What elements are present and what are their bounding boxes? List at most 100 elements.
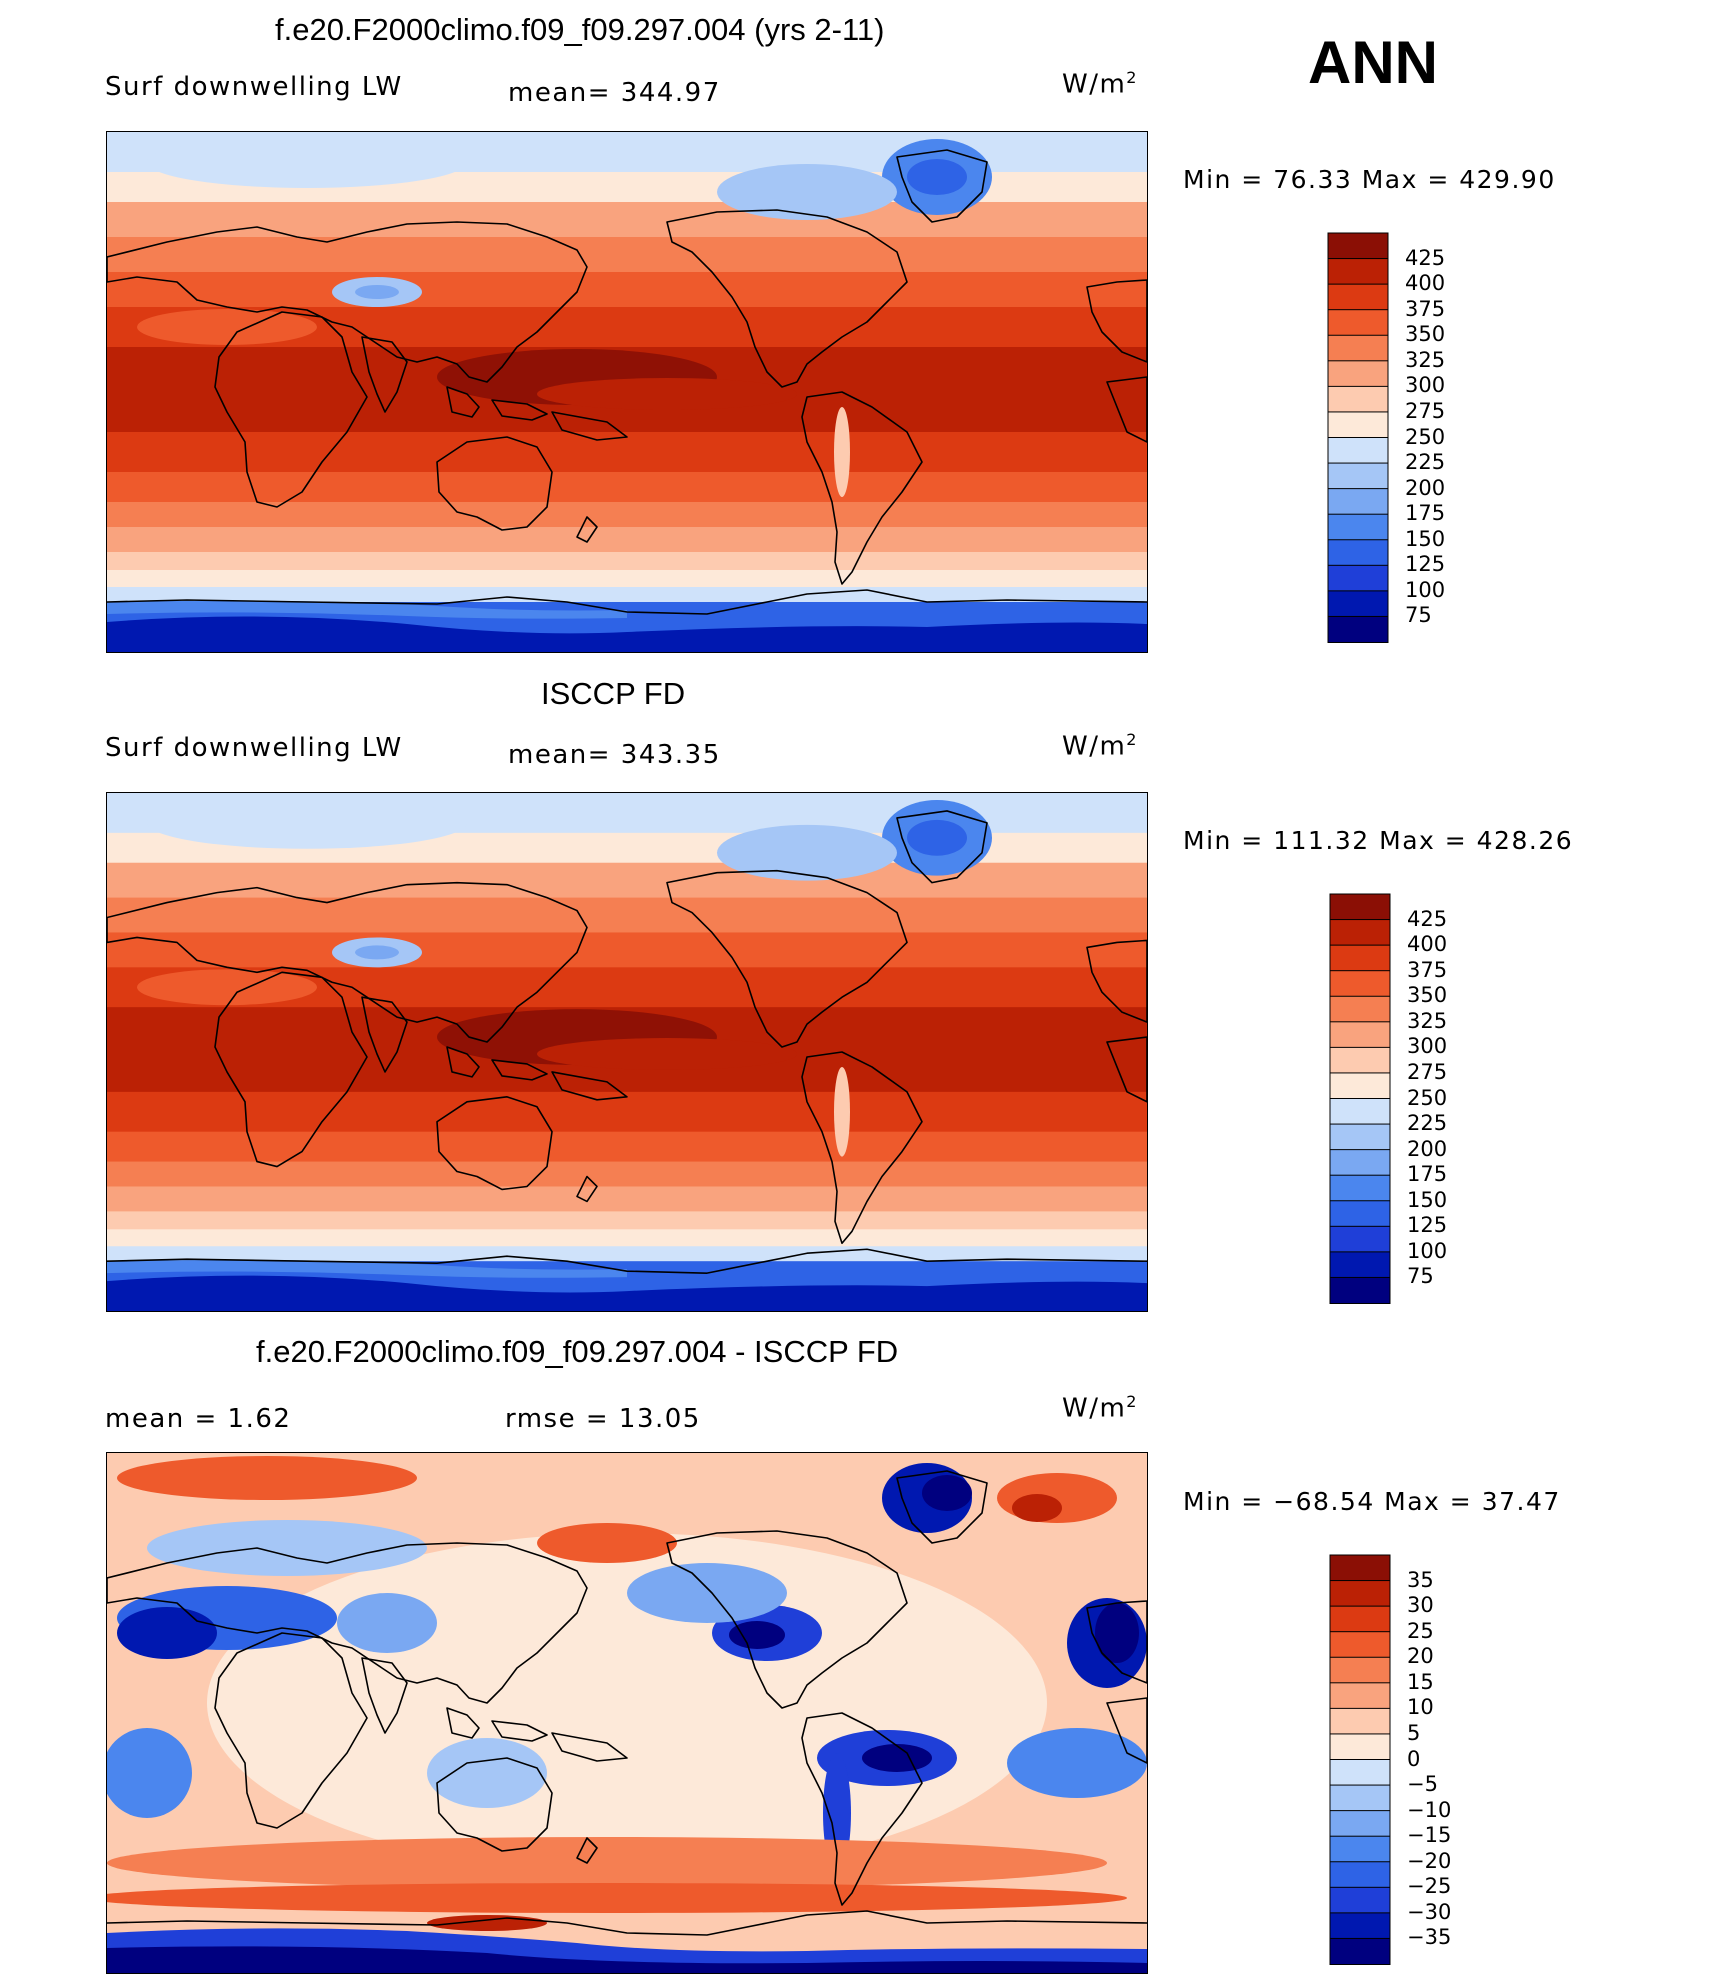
colorbar-swatch <box>1329 1046 1391 1074</box>
colorbar-tick-label: 0 <box>1407 1746 1421 1771</box>
coastline <box>446 1707 480 1739</box>
field-band <box>107 432 1147 473</box>
colorbar-tick-label: 325 <box>1405 347 1446 372</box>
colorbar-tick-label: 200 <box>1405 475 1446 500</box>
coastlines <box>107 149 1147 615</box>
field-band <box>107 1246 1147 1263</box>
colorbar-tick-label: 400 <box>1407 932 1448 957</box>
field-blob <box>834 407 850 497</box>
colorbar-swatch <box>1329 1707 1391 1735</box>
coastline <box>214 311 368 508</box>
field-blob <box>147 796 467 849</box>
field-blob <box>107 1728 192 1818</box>
colorbar-tick-label: 300 <box>1407 1034 1448 1059</box>
field-blob <box>107 1275 1147 1311</box>
coastlines <box>107 810 1147 1274</box>
colorbar-tick-label: 250 <box>1405 424 1446 449</box>
field-band <box>107 932 1147 969</box>
coastline <box>107 1248 1147 1274</box>
colorbar-tick-label: 25 <box>1407 1618 1434 1643</box>
field-band <box>107 552 1147 571</box>
field-blob <box>537 1523 677 1563</box>
coastline <box>666 209 908 388</box>
colorbar-tick-label: 175 <box>1407 1162 1448 1187</box>
colorbar-tick-label: 125 <box>1407 1213 1448 1238</box>
field-band <box>107 587 1147 603</box>
field-blob <box>117 1456 417 1500</box>
field-band <box>107 1229 1147 1248</box>
colorbar-tick-label: 15 <box>1407 1669 1434 1694</box>
colorbar-tick-label: 300 <box>1405 373 1446 398</box>
panel-2-minmax: Min = 111.32 Max = 428.26 <box>1183 826 1574 855</box>
panel-3-minmax: Min = −68.54 Max = 37.47 <box>1183 1487 1561 1516</box>
field-band <box>107 472 1147 503</box>
field-blob <box>117 1607 217 1659</box>
colorbar-swatch <box>1329 1580 1391 1608</box>
colorbar-swatch <box>1327 513 1389 541</box>
colorbar-tick-label: 425 <box>1407 906 1448 931</box>
panel-2-units: W/m2 <box>1062 730 1138 762</box>
colorbar-tick-label: −30 <box>1407 1899 1452 1924</box>
colorbar-tick-label: 350 <box>1405 322 1446 347</box>
field-blob <box>537 378 797 410</box>
field-band <box>107 202 1147 238</box>
colorbar-swatch <box>1329 1937 1391 1965</box>
colorbar-tick-label: 175 <box>1405 501 1446 526</box>
field-blob <box>337 1593 437 1653</box>
colorbar-swatch <box>1329 1784 1391 1812</box>
field-blob <box>107 600 627 619</box>
coastline <box>666 869 908 1048</box>
colorbar-tick-label: 225 <box>1407 1111 1448 1136</box>
panel-2-map <box>106 792 1148 1312</box>
field-blob <box>107 1946 1147 1973</box>
colorbar-swatch <box>1327 360 1389 388</box>
colorbar-tick-label: 35 <box>1407 1567 1434 1592</box>
colorbar-swatch <box>1327 437 1389 465</box>
coastline <box>896 149 988 223</box>
field-band <box>107 570 1147 588</box>
colorbar-swatch <box>1327 334 1389 362</box>
colorbar-tick-label: 375 <box>1405 296 1446 321</box>
coastline <box>491 1720 548 1742</box>
coastline <box>551 411 628 441</box>
colorbar-tick-label: 100 <box>1405 577 1446 602</box>
colorbar-swatch <box>1327 411 1389 439</box>
colorbar-tick-label: 5 <box>1407 1720 1421 1745</box>
panel-3-rmse-label: rmse = 13.05 <box>505 1404 701 1434</box>
field-blob <box>427 1738 547 1808</box>
field-band <box>107 1186 1147 1213</box>
colorbar-tick-label: 150 <box>1407 1187 1448 1212</box>
panel-2-mean-label: mean= 343.35 <box>508 740 721 770</box>
field-blob <box>207 1533 1047 1873</box>
field-band <box>107 502 1147 528</box>
colorbar-tick-label: −35 <box>1407 1925 1452 1950</box>
colorbar-swatch <box>1329 1200 1391 1228</box>
coastline <box>1086 939 1147 1023</box>
field-blob <box>147 1520 427 1576</box>
field-blob <box>107 1259 627 1278</box>
colorbar-swatch <box>1329 1225 1391 1253</box>
colorbar-swatch <box>1329 1912 1391 1940</box>
colorbar-tick-label: 350 <box>1407 983 1448 1008</box>
colorbar-swatch <box>1329 1835 1391 1863</box>
panel-1-title: f.e20.F2000climo.f09_f09.297.004 (yrs 2-… <box>275 12 885 47</box>
coastline <box>107 1542 588 1704</box>
coastline <box>666 1530 908 1709</box>
coastlines <box>107 1470 1147 1936</box>
field-blob <box>1007 1728 1147 1798</box>
field-blob <box>907 159 967 195</box>
field-band <box>107 237 1147 273</box>
season-label: ANN <box>1308 29 1438 96</box>
colorbar-swatch <box>1329 1759 1391 1787</box>
coastline <box>361 1657 408 1734</box>
coastline <box>551 1732 628 1762</box>
panel-2-title: ISCCP FD <box>541 676 686 711</box>
panel-2-variable-label: Surf downwelling LW <box>105 733 403 763</box>
panel-3-map <box>106 1452 1148 1974</box>
coastline <box>361 336 408 413</box>
colorbar-tick-label: 275 <box>1407 1059 1448 1084</box>
coastline <box>361 996 408 1073</box>
colorbar-swatch <box>1329 1123 1391 1151</box>
coastline <box>576 1837 598 1864</box>
coastline <box>446 386 480 418</box>
